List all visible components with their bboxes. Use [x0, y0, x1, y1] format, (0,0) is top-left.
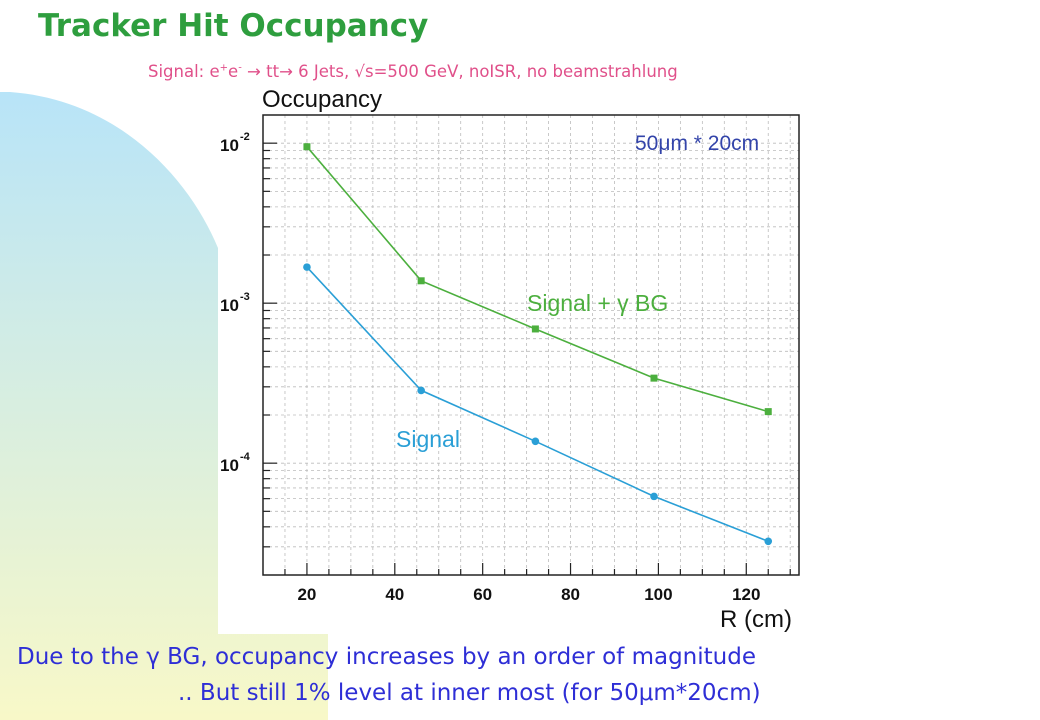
subtitle-arrow-1: →: [241, 62, 267, 81]
data-point-signal: [764, 537, 773, 546]
plot-frame: [262, 114, 800, 576]
chart-grid: [263, 115, 799, 575]
chart-annotation: 50μm * 20cm: [635, 132, 759, 155]
x-tick-label: 20: [297, 585, 316, 604]
footer-line-1: Due to the γ BG, occupancy increases by …: [17, 644, 756, 670]
chart-title: Occupancy: [262, 86, 382, 113]
subtitle-sup-minus: -: [238, 62, 242, 74]
data-point-signal-bg: [303, 143, 311, 151]
subtitle-tt: tt: [266, 62, 280, 81]
legend-label-signal: Signal: [396, 426, 460, 452]
subtitle-rest: 6 Jets, √s=500 GeV, noISR, no beamstrahl…: [298, 62, 678, 81]
data-point-signal: [650, 492, 658, 501]
y-tick-label-exponent: -3: [240, 291, 250, 303]
slide-subtitle: Signal: e+e- → tt→ 6 Jets, √s=500 GeV, n…: [148, 62, 678, 81]
footer-line-2: .. But still 1% level at inner most (for…: [178, 680, 761, 706]
x-tick-label: 120: [732, 585, 760, 604]
x-tick-label: 100: [644, 585, 672, 604]
subtitle-e2: e: [228, 62, 239, 81]
data-point-signal-bg: [417, 277, 425, 285]
subtitle-sup-plus: +: [219, 62, 229, 74]
y-tick-label-base: 10: [220, 136, 239, 155]
x-tick-label: 60: [473, 585, 492, 604]
data-point-signal: [531, 437, 540, 446]
y-tick-label-exponent: -2: [240, 131, 250, 143]
data-point-signal: [417, 386, 425, 395]
slide-title: Tracker Hit Occupancy: [38, 8, 429, 44]
data-point-signal-bg: [531, 325, 539, 333]
x-axis-label: R (cm): [720, 606, 792, 633]
data-point-signal: [303, 263, 311, 271]
series-layer: [303, 143, 773, 546]
decorative-gradient-band: [0, 92, 328, 720]
y-tick-label-exponent: -4: [240, 451, 251, 463]
data-point-signal-bg: [764, 408, 772, 416]
data-point-signal-bg: [650, 374, 658, 382]
subtitle-prefix: Signal: e: [148, 62, 220, 81]
legend-label-signal-bg: Signal + γ BG: [527, 290, 668, 316]
y-tick-label-base: 10: [220, 456, 239, 475]
y-tick-label-base: 10: [220, 296, 239, 315]
x-tick-label: 40: [385, 585, 404, 604]
axis-ticks: [263, 142, 791, 575]
subtitle-arrow-2: →: [279, 62, 299, 81]
x-tick-label: 80: [561, 585, 580, 604]
